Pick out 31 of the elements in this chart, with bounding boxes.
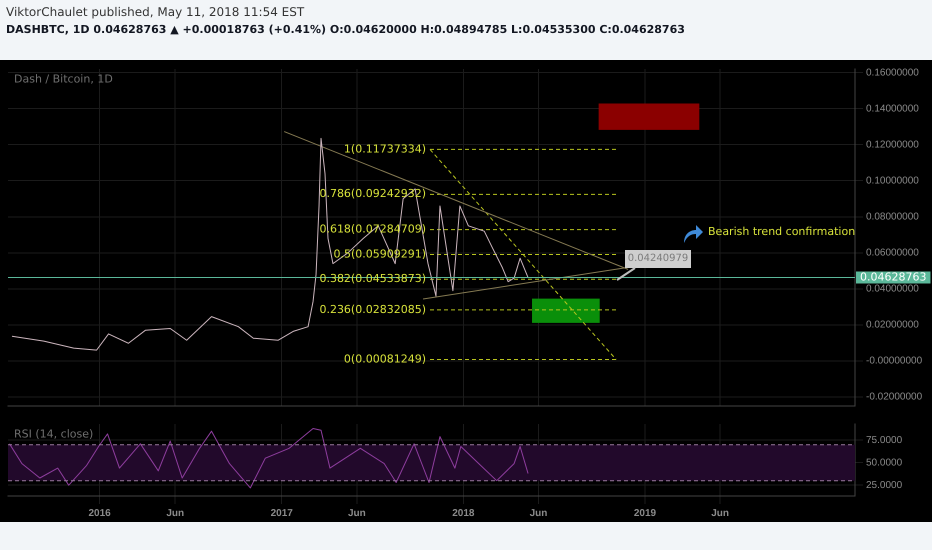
y-tick-label: -0.00000000 (866, 356, 923, 367)
y-tick-label: 0.16000000 (866, 67, 920, 78)
x-tick-label: Jun (530, 508, 548, 519)
y-tick-label: 0.12000000 (866, 139, 920, 150)
x-tick-label: Jun (711, 508, 730, 519)
x-tick-label: 2016 (88, 508, 112, 519)
y-tick-label: -0.02000000 (866, 392, 923, 403)
chart-subtitle: DASHBTC, 1D 0.04628763 ▲ +0.00018763 (+0.41%) O:0.04620000 H:0.04894785 L:0.04535300 C:0.04628763 (6, 22, 686, 38)
x-tick-label: Jun (166, 508, 184, 519)
series-label: 0(0.00081249) (344, 352, 426, 366)
ref-line-label: 0.04628763 (860, 270, 926, 284)
annotation: 0.04240979 (625, 250, 691, 268)
y-tick-label: 0.06000000 (866, 248, 920, 259)
y-tick-label: 0.04000000 (866, 284, 920, 295)
y-tick-label: 75.0000 (866, 434, 903, 446)
annotation: Bearish trend confirmation (708, 225, 856, 238)
y-tick-label: 25.0000 (866, 480, 903, 491)
chart-title: Dash / Bitcoin, 1D (14, 72, 113, 86)
y-tick-label: 0.10000000 (866, 175, 920, 186)
chart-title: RSI (14, close) (14, 427, 94, 440)
x-tick-label: 2018 (452, 508, 475, 519)
y-tick-label: 0.14000000 (866, 103, 920, 114)
text: ViktorChaulet published, May 11, 2018 11:54 EST (6, 4, 306, 21)
x-tick-label: Jun (348, 508, 366, 519)
x-tick-label: 2019 (634, 508, 657, 519)
series-label: 1(0.11737334) (344, 142, 426, 156)
y-tick-label: 0.02000000 (866, 320, 920, 331)
y-tick-label: 50.0000 (866, 457, 903, 468)
y-tick-label: 0.08000000 (866, 212, 920, 223)
x-tick-label: 2017 (270, 508, 294, 519)
series-label: 0.236(0.02832085) (319, 302, 426, 316)
